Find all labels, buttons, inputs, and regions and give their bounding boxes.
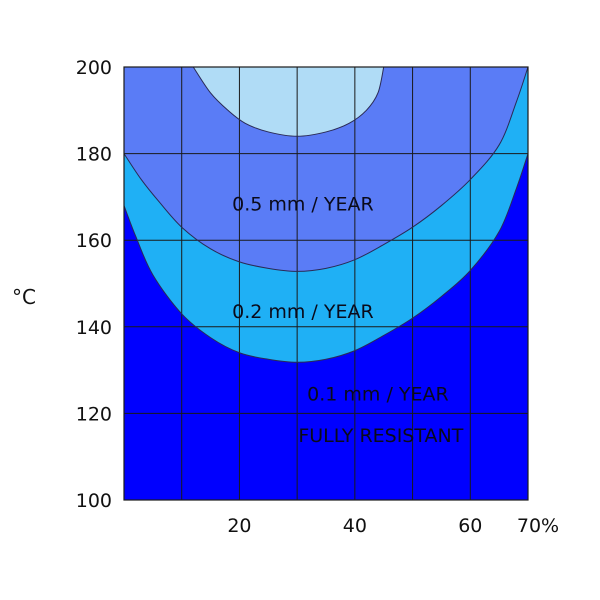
boundary-layer (123, 66, 529, 363)
region-annotation: FULLY RESISTANT (298, 425, 463, 447)
y-tick-label: 160 (76, 230, 112, 252)
x-tick-label: 40 (343, 515, 367, 537)
y-tick-label: 100 (76, 490, 112, 512)
regions-layer (124, 67, 528, 500)
region-above-0-5-mm-year (193, 67, 384, 137)
region-boundary-2 (123, 66, 529, 272)
x-tick-label: 70% (517, 515, 559, 537)
y-tick-label: 180 (76, 144, 112, 166)
y-axis-unit-label: °C (12, 285, 36, 309)
region-annotation: 0.5 mm / YEAR (232, 193, 374, 215)
grid-layer (124, 67, 528, 500)
region-boundary-1 (123, 153, 529, 363)
y-tick-label: 200 (76, 57, 112, 79)
x-tick-label: 20 (227, 515, 251, 537)
region-annotation: 0.2 mm / YEAR (232, 301, 374, 323)
region-0-5-mm-year (124, 67, 528, 272)
region-boundary-3 (192, 66, 385, 137)
region-annotations: 0.5 mm / YEAR 0.2 mm / YEAR 0.1 mm / YEAR F… (232, 193, 464, 447)
x-tick-label: 60 (458, 515, 482, 537)
region-annotation: 0.1 mm / YEAR (307, 383, 449, 405)
y-tick-label: 120 (76, 403, 112, 425)
x-axis-ticks: 20 40 60 70% (227, 515, 559, 537)
y-tick-label: 140 (76, 317, 112, 339)
y-axis-ticks: 100 120 140 160 180 200 (76, 57, 112, 512)
plot-border (123, 66, 529, 501)
